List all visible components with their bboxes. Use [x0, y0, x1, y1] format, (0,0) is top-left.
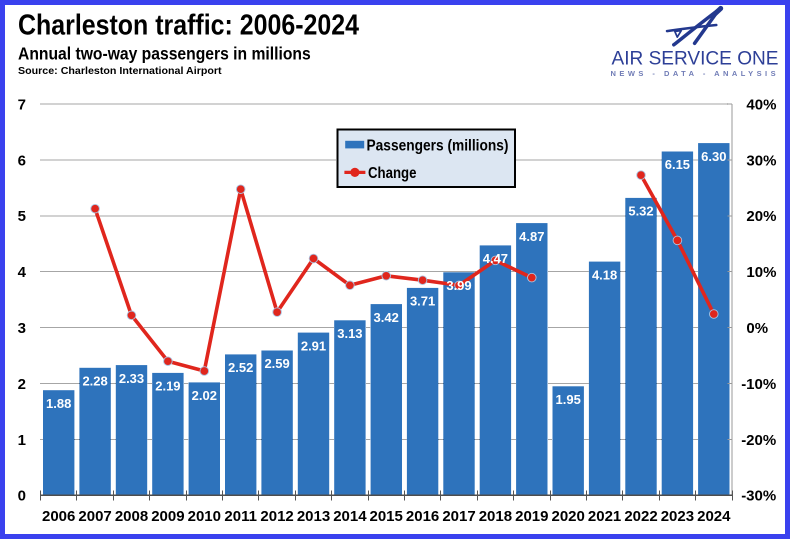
svg-text:NEWS - DATA - ANALYSIS: NEWS - DATA - ANALYSIS: [611, 69, 779, 78]
svg-text:2014: 2014: [333, 508, 367, 525]
svg-text:2008: 2008: [115, 508, 148, 525]
svg-text:2022: 2022: [624, 508, 657, 525]
svg-text:0%: 0%: [746, 320, 768, 337]
svg-text:5: 5: [18, 208, 26, 225]
svg-text:2.52: 2.52: [228, 360, 253, 375]
svg-text:4.87: 4.87: [519, 229, 544, 244]
svg-text:10%: 10%: [746, 264, 776, 281]
svg-text:4: 4: [18, 264, 27, 281]
svg-text:3.42: 3.42: [374, 310, 399, 325]
svg-text:3.71: 3.71: [410, 294, 435, 309]
svg-text:2013: 2013: [297, 508, 330, 525]
svg-text:-10%: -10%: [741, 376, 776, 393]
svg-text:2009: 2009: [151, 508, 184, 525]
svg-text:2019: 2019: [515, 508, 548, 525]
svg-text:-30%: -30%: [741, 488, 776, 505]
svg-text:2010: 2010: [188, 508, 221, 525]
svg-text:1.88: 1.88: [46, 396, 71, 411]
svg-text:Charleston traffic: 2006-2024: Charleston traffic: 2006-2024: [18, 10, 359, 42]
svg-text:2023: 2023: [661, 508, 694, 525]
svg-text:Source: Charleston Internation: Source: Charleston International Airport: [18, 65, 222, 77]
svg-text:2.19: 2.19: [155, 379, 180, 394]
svg-text:20%: 20%: [746, 208, 776, 225]
svg-text:2020: 2020: [552, 508, 585, 525]
svg-text:1.95: 1.95: [556, 392, 581, 407]
svg-text:3.13: 3.13: [337, 326, 362, 341]
svg-text:2.28: 2.28: [82, 374, 107, 389]
svg-text:2006: 2006: [42, 508, 75, 525]
svg-text:40%: 40%: [746, 96, 776, 113]
svg-text:2007: 2007: [78, 508, 111, 525]
svg-text:2011: 2011: [224, 508, 257, 525]
svg-text:2: 2: [18, 376, 26, 393]
svg-text:6.15: 6.15: [665, 157, 690, 172]
svg-text:2.91: 2.91: [301, 338, 326, 353]
svg-text:2015: 2015: [370, 508, 403, 525]
svg-text:4.18: 4.18: [592, 267, 617, 282]
svg-text:6.30: 6.30: [701, 149, 726, 164]
svg-text:2016: 2016: [406, 508, 439, 525]
svg-text:Annual two-way passengers in m: Annual two-way passengers in millions: [18, 44, 311, 64]
svg-text:2017: 2017: [442, 508, 475, 525]
svg-text:2.33: 2.33: [119, 371, 144, 386]
svg-text:3.99: 3.99: [446, 278, 471, 293]
svg-text:Change: Change: [368, 165, 417, 182]
svg-text:1: 1: [18, 432, 26, 449]
svg-text:2024: 2024: [697, 508, 731, 525]
svg-text:6: 6: [18, 152, 26, 169]
svg-text:2012: 2012: [260, 508, 293, 525]
svg-text:2.02: 2.02: [192, 388, 217, 403]
svg-text:3: 3: [18, 320, 26, 337]
svg-text:0: 0: [18, 488, 26, 505]
svg-text:2021: 2021: [588, 508, 621, 525]
svg-text:AIR SERVICE ONE: AIR SERVICE ONE: [612, 48, 779, 70]
svg-text:4.47: 4.47: [483, 251, 508, 266]
svg-text:2018: 2018: [479, 508, 512, 525]
svg-text:7: 7: [18, 96, 26, 113]
svg-text:Passengers (millions): Passengers (millions): [367, 137, 509, 154]
svg-text:30%: 30%: [746, 152, 776, 169]
svg-text:2.59: 2.59: [264, 356, 289, 371]
svg-text:-20%: -20%: [741, 432, 776, 449]
svg-text:5.32: 5.32: [628, 204, 653, 219]
